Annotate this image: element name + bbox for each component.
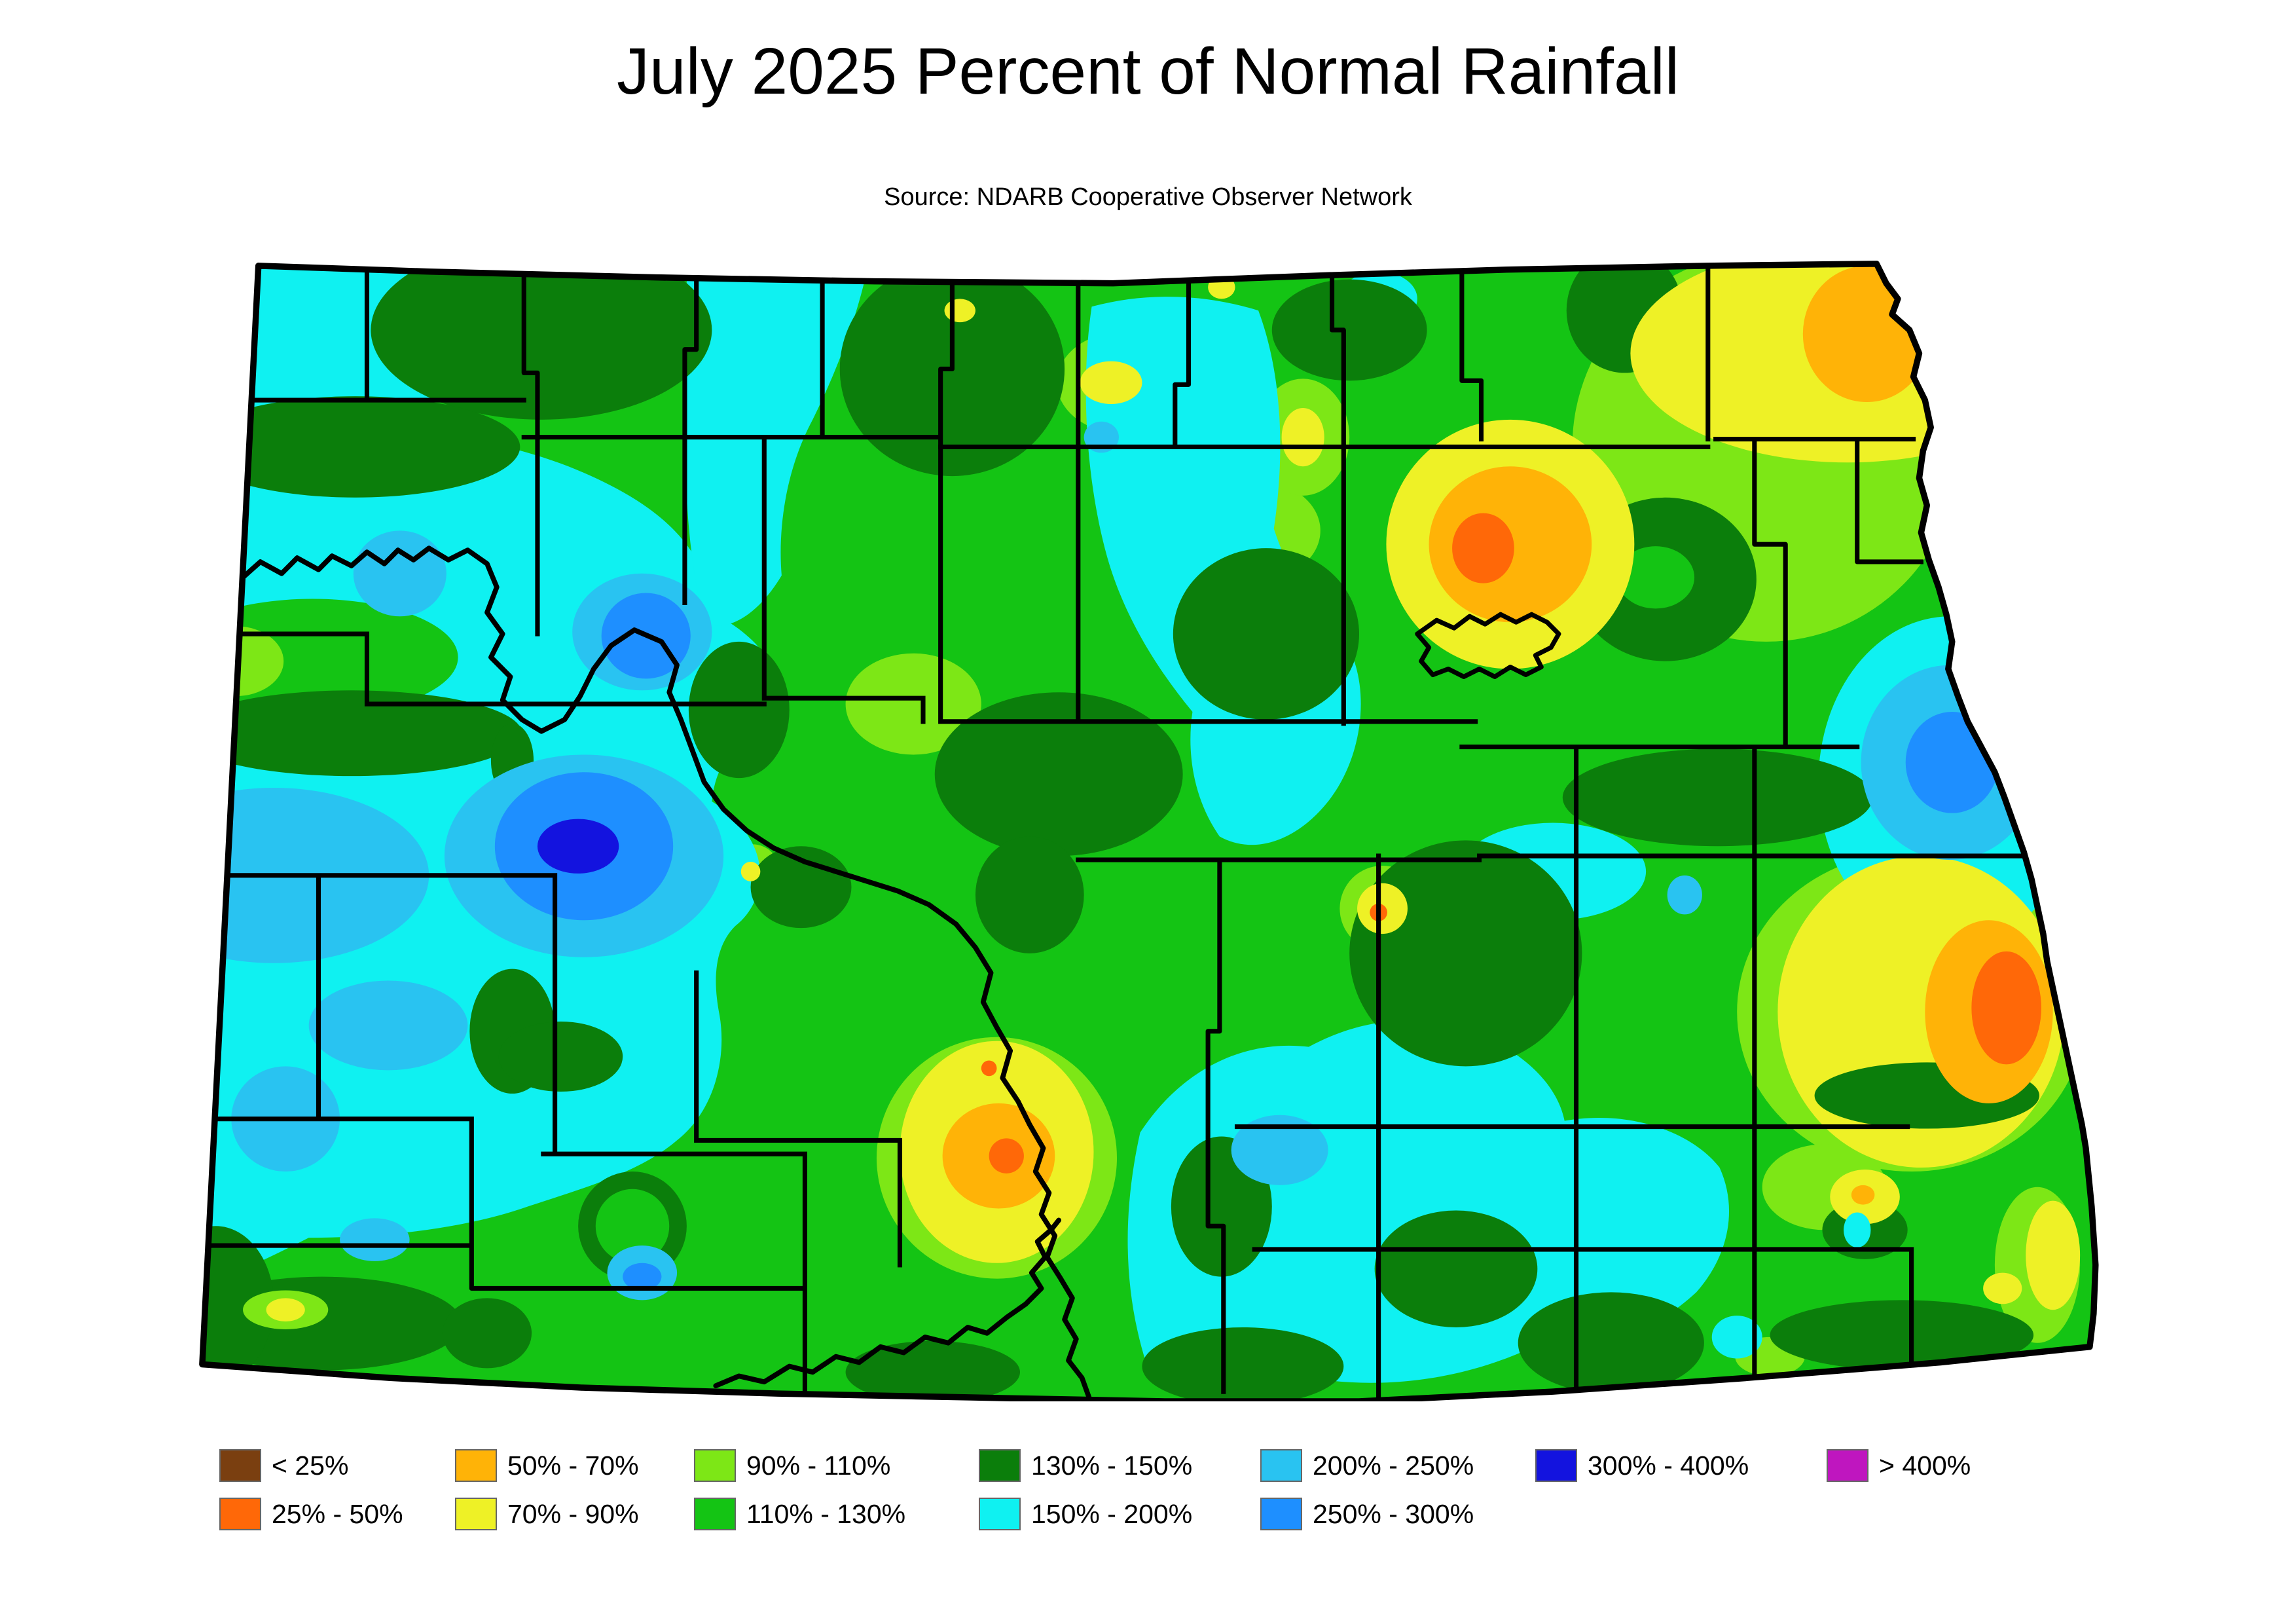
rivers [202, 545, 1561, 1401]
legend-swatch-gt400 [1827, 1449, 1868, 1482]
legend-item: 130% - 150% [979, 1449, 1260, 1483]
legend-swatch-lt25 [219, 1449, 261, 1482]
legend-swatch-r50_70 [455, 1449, 497, 1482]
legend-item: 25% - 50% [219, 1497, 455, 1531]
legend-label: 150% - 200% [1031, 1498, 1193, 1529]
legend-item: 50% - 70% [455, 1449, 694, 1483]
legend-label: 70% - 90% [507, 1498, 639, 1529]
legend-item: 110% - 130% [694, 1497, 979, 1531]
legend-item: < 25% [219, 1449, 455, 1483]
legend-item: 90% - 110% [694, 1449, 979, 1483]
legend-label: 130% - 150% [1031, 1450, 1193, 1481]
legend: < 25% 25% - 50% 50% - 70% 70% - 90% 90% - 11… [219, 1449, 2043, 1531]
legend-label: > 400% [1879, 1450, 1971, 1481]
legend-label: 50% - 70% [507, 1450, 639, 1481]
legend-item: 250% - 300% [1260, 1497, 1535, 1531]
map-container [196, 252, 2134, 1401]
legend-swatch-r250_300 [1260, 1498, 1302, 1530]
legend-label: 200% - 250% [1313, 1450, 1474, 1481]
legend-swatch-r200_250 [1260, 1449, 1302, 1482]
legend-label: < 25% [272, 1450, 349, 1481]
legend-item: 150% - 200% [979, 1497, 1260, 1531]
legend-item: 300% - 400% [1535, 1449, 1827, 1483]
legend-swatch-r130_150 [979, 1449, 1021, 1482]
legend-swatch-r25_50 [219, 1498, 261, 1530]
legend-swatch-r300_400 [1535, 1449, 1577, 1482]
page-title: July 2025 Percent of Normal Rainfall [617, 35, 1679, 108]
subtitle: Source: NDARB Cooperative Observer Netwo… [884, 183, 1412, 211]
legend-label: 300% - 400% [1588, 1450, 1749, 1481]
legend-label: 110% - 130% [746, 1498, 906, 1529]
legend-item: 70% - 90% [455, 1497, 694, 1531]
legend-label: 25% - 50% [272, 1498, 403, 1529]
legend-label: 250% - 300% [1313, 1498, 1474, 1529]
rainfall-surface [202, 263, 2096, 1401]
legend-label: 90% - 110% [746, 1450, 891, 1481]
legend-item: 200% - 250% [1260, 1449, 1535, 1483]
devils-lake [1415, 612, 1561, 680]
legend-swatch-r150_200 [979, 1498, 1021, 1530]
legend-swatch-r70_90 [455, 1498, 497, 1530]
state-outline [199, 261, 2099, 1401]
legend-item: > 400% [1827, 1449, 2043, 1483]
legend-swatch-r110_130 [694, 1498, 736, 1530]
cannonball-river [713, 1217, 1062, 1389]
county-boundaries [202, 263, 2032, 1400]
legend-swatch-r90_110 [694, 1449, 736, 1482]
missouri-river [202, 545, 1093, 1401]
rainfall-map [199, 261, 2099, 1401]
